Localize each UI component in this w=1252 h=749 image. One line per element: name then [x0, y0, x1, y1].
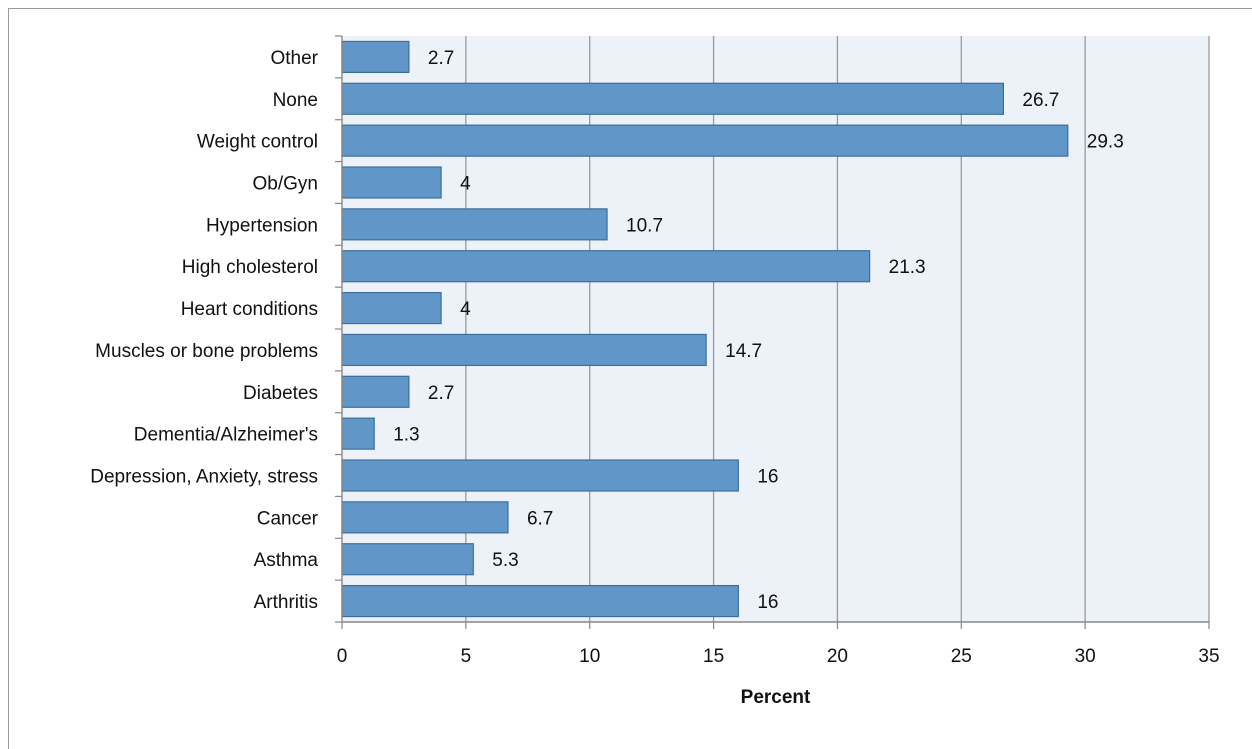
data-label-dementia-alzheimer-s: 1.3	[393, 425, 419, 446]
x-tick-label-20: 20	[827, 646, 848, 667]
bar-diabetes	[341, 375, 410, 408]
data-label-cancer: 6.7	[527, 508, 553, 529]
bar-none	[341, 82, 1004, 115]
x-tick-label-10: 10	[579, 646, 600, 667]
data-label-high-cholesterol: 21.3	[889, 257, 926, 278]
x-tick-label-25: 25	[951, 646, 972, 667]
x-tick-label-5: 5	[461, 646, 472, 667]
category-label-arthritis: Arthritis	[254, 592, 318, 613]
data-label-heart-conditions: 4	[460, 299, 471, 320]
bar-hypertension	[341, 208, 608, 241]
bar-other	[341, 40, 410, 74]
data-label-none: 26.7	[1022, 90, 1059, 111]
bar-weight-control	[341, 124, 1069, 157]
category-label-ob-gyn: Ob/Gyn	[253, 174, 318, 195]
category-label-none: None	[273, 90, 318, 111]
x-tick-label-0: 0	[337, 646, 348, 667]
bar-high-cholesterol	[341, 250, 871, 283]
category-label-heart-conditions: Heart conditions	[181, 299, 318, 320]
bar-muscles-or-bone-problems	[341, 333, 707, 367]
bar-asthma	[341, 543, 474, 576]
category-label-other: Other	[270, 48, 318, 69]
category-label-diabetes: Diabetes	[243, 383, 318, 404]
data-label-weight-control: 29.3	[1087, 132, 1124, 153]
data-label-ob-gyn: 4	[460, 174, 471, 195]
x-tick-label-15: 15	[703, 646, 724, 667]
data-label-arthritis: 16	[757, 592, 778, 613]
data-label-asthma: 5.3	[492, 550, 518, 571]
category-label-depression-anxiety-stress: Depression, Anxiety, stress	[90, 467, 318, 488]
category-label-dementia-alzheimer-s: Dementia/Alzheimer's	[134, 425, 318, 446]
bar-heart-conditions	[341, 291, 442, 325]
bar-dementia-alzheimer-s	[341, 417, 375, 450]
category-label-hypertension: Hypertension	[206, 215, 318, 236]
data-label-hypertension: 10.7	[626, 215, 663, 236]
bar-cancer	[341, 501, 509, 534]
x-tick-label-35: 35	[1198, 646, 1219, 667]
bar-ob-gyn	[341, 166, 442, 199]
category-label-cancer: Cancer	[257, 508, 319, 529]
data-label-depression-anxiety-stress: 16	[757, 467, 778, 488]
plot-area	[342, 36, 1209, 622]
data-label-muscles-or-bone-problems: 14.7	[725, 341, 762, 362]
category-label-weight-control: Weight control	[197, 132, 318, 153]
category-label-asthma: Asthma	[254, 550, 319, 571]
bar-depression-anxiety-stress	[341, 459, 739, 492]
category-label-muscles-or-bone-problems: Muscles or bone problems	[95, 341, 318, 362]
category-label-high-cholesterol: High cholesterol	[182, 257, 318, 278]
bar-arthritis	[341, 584, 739, 618]
x-tick-label-30: 30	[1075, 646, 1096, 667]
x-axis-title: Percent	[741, 687, 811, 708]
data-label-other: 2.7	[428, 48, 454, 69]
data-label-diabetes: 2.7	[428, 383, 454, 404]
